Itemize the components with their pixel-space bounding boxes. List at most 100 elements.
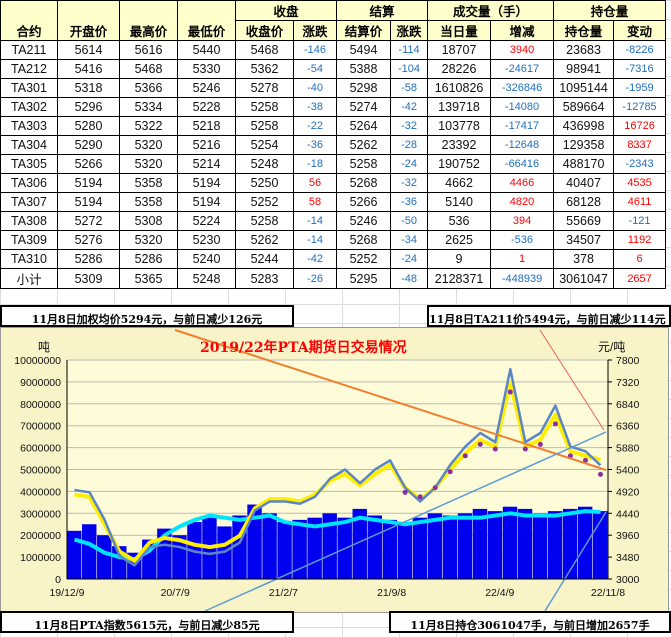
weighted-avg-dot xyxy=(537,441,543,447)
settle-cell: 5246 xyxy=(336,211,392,231)
low-cell: 5230 xyxy=(177,230,236,250)
high-cell: 5358 xyxy=(119,173,178,193)
futures-table: 合约 开盘价 最高价 最低价 收盘 结算 成交量（手） 持仓量 收盘价 涨跌 结… xyxy=(0,0,667,289)
left-tick-label: 3000000 xyxy=(20,508,61,520)
table-row: TA307 5194 5358 5194 5252 58 5266 -36 5140 4820 68… xyxy=(0,192,667,212)
right-tick-label: 5400 xyxy=(616,465,640,477)
volume-chg-cell: 4466 xyxy=(490,173,555,193)
table-row: TA305 5266 5320 5214 5248 -18 5258 -24 190752 -66… xyxy=(0,154,667,174)
oi-chg-cell: 2657 xyxy=(613,268,667,289)
header-settle: 结算价 xyxy=(336,20,392,41)
volume-bar xyxy=(277,522,292,579)
volume-bar xyxy=(247,504,262,579)
volume-cell: 139718 xyxy=(427,97,492,117)
header-volume-group: 成交量（手） xyxy=(427,0,555,21)
volume-bar xyxy=(547,511,563,579)
right-tick-label: 7800 xyxy=(616,355,640,367)
settle-chg-cell: -48 xyxy=(390,268,429,289)
header-settle-chg: 涨跌 xyxy=(390,20,429,41)
volume-bar xyxy=(502,506,518,579)
table-row: 小计 5309 5365 5248 5283 -26 5295 -48 2128371 -4489… xyxy=(0,268,667,289)
oi-cell: 34507 xyxy=(553,230,615,250)
weighted-avg-dot xyxy=(507,389,513,395)
volume-bar xyxy=(397,522,413,579)
volume-cell: 190752 xyxy=(427,154,492,174)
weighted-avg-dot xyxy=(597,471,603,477)
table-row: TA308 5272 5308 5224 5258 -14 5246 -50 536 394 556… xyxy=(0,211,667,231)
open-cell: 5266 xyxy=(57,154,120,174)
volume-chg-cell: -448939 xyxy=(490,268,555,289)
settle-cell: 5268 xyxy=(336,173,392,193)
high-cell: 5468 xyxy=(119,59,178,79)
close-chg-cell: 56 xyxy=(292,173,338,193)
trend-line xyxy=(174,329,607,471)
volume-cell: 103778 xyxy=(427,116,492,136)
low-cell: 5218 xyxy=(177,116,236,136)
oi-connector xyxy=(544,511,607,612)
settle-chg-cell: -24 xyxy=(390,154,429,174)
settle-cell: 5268 xyxy=(336,230,392,250)
header-contract: 合约 xyxy=(0,0,58,41)
ta211-connector xyxy=(539,329,605,431)
weighted-avg-dot xyxy=(492,446,498,452)
open-cell: 5276 xyxy=(57,230,120,250)
oi-cell: 98941 xyxy=(553,59,615,79)
oi-cell: 1095144 xyxy=(553,78,615,98)
volume-bar xyxy=(292,519,307,579)
chart-title: 2019/22年PTA期货日交易情况 xyxy=(200,339,407,356)
weighted-avg-dot xyxy=(477,441,483,447)
volume-bar xyxy=(382,519,398,579)
volume-chg-cell: -12648 xyxy=(490,135,555,155)
volume-chg-cell: -66416 xyxy=(490,154,555,174)
high-cell: 5365 xyxy=(119,268,178,289)
contract-cell: TA303 xyxy=(0,116,58,136)
weighted-avg-dot xyxy=(522,446,528,452)
oi-cell: 3061047 xyxy=(553,268,615,289)
close-cell: 5250 xyxy=(235,173,294,193)
volume-bar xyxy=(352,508,367,579)
x-tick-label: 22/4/9 xyxy=(485,587,514,599)
left-tick-label: 4000000 xyxy=(20,486,61,498)
volume-cell: 2625 xyxy=(427,230,492,250)
header-close-chg: 涨跌 xyxy=(292,20,338,41)
index-connector xyxy=(204,431,607,612)
weighted-avg-dot xyxy=(402,489,408,495)
oi-chg-cell: -8226 xyxy=(613,40,667,60)
high-cell: 5308 xyxy=(119,211,178,231)
right-tick-label: 3480 xyxy=(616,552,640,564)
settle-cell: 5295 xyxy=(336,268,392,289)
oi-chg-cell: 16726 xyxy=(613,116,667,136)
volume-bar xyxy=(442,515,458,579)
right-tick-label: 5880 xyxy=(616,443,640,455)
high-cell: 5366 xyxy=(119,78,178,98)
low-cell: 5440 xyxy=(177,40,236,60)
left-tick-label: 8000000 xyxy=(20,399,61,411)
left-tick-label: 6000000 xyxy=(20,443,61,455)
settle-chg-cell: -36 xyxy=(390,192,429,212)
open-cell: 5280 xyxy=(57,116,120,136)
left-tick-label: 2000000 xyxy=(20,530,61,542)
close-chg-cell: 58 xyxy=(292,192,338,212)
volume-bar xyxy=(457,513,473,579)
weighted-avg-dot xyxy=(462,453,468,459)
volume-bar xyxy=(412,517,428,579)
settle-cell: 5262 xyxy=(336,135,392,155)
weighted-avg-dot xyxy=(552,421,558,427)
oi-cell: 488170 xyxy=(553,154,615,174)
right-tick-label: 3960 xyxy=(616,530,640,542)
volume-bar xyxy=(517,508,533,579)
x-tick-label: 19/12/9 xyxy=(49,587,84,599)
close-chg-cell: -146 xyxy=(292,40,338,60)
header-oi-chg: 变动 xyxy=(613,20,667,41)
callout-ta211-price: 11月8日TA211价5494元，与前日减少114元 xyxy=(427,305,671,327)
right-tick-label: 4440 xyxy=(616,508,640,520)
table-row: TA212 5416 5468 5330 5362 -54 5388 -104 28226 -24… xyxy=(0,59,667,79)
contract-cell: TA304 xyxy=(0,135,58,155)
price-line xyxy=(74,367,602,567)
high-cell: 5616 xyxy=(119,40,178,60)
contract-cell: 小计 xyxy=(0,268,58,289)
right-tick-label: 3000 xyxy=(616,574,640,586)
weighted-avg-dot xyxy=(582,457,588,463)
volume-bar xyxy=(82,524,97,579)
